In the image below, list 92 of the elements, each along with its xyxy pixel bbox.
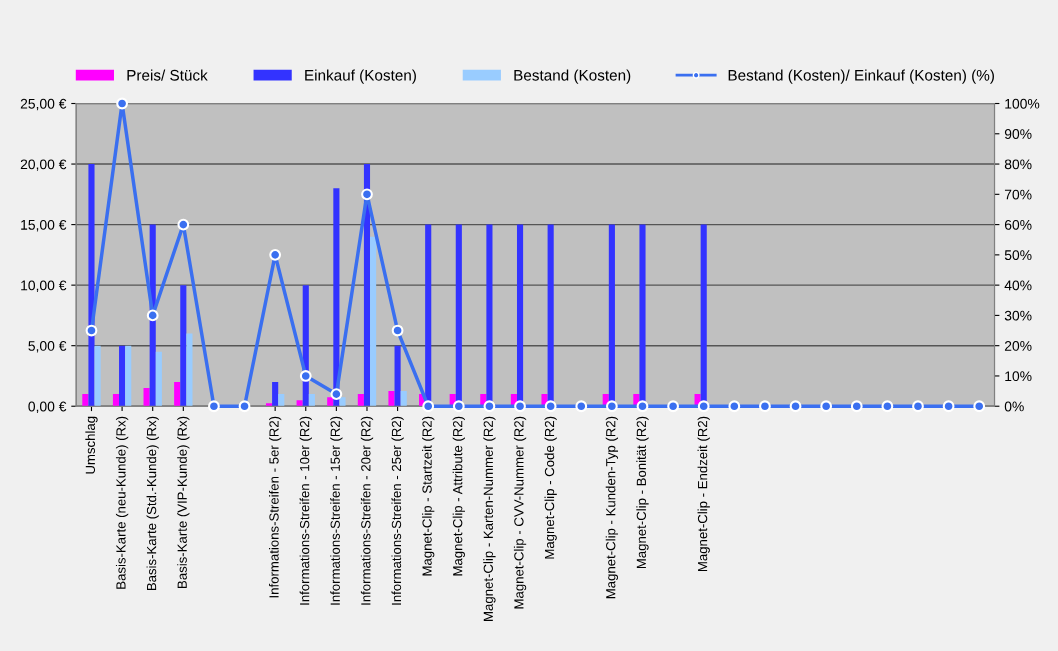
legend-label: Bestand (Kosten)/ Einkauf (Kosten) (%) <box>728 69 994 84</box>
bar <box>174 382 181 407</box>
point <box>575 400 588 413</box>
y2-tick-label: 40% <box>1004 280 1032 291</box>
x-tick-label: Magnet-Clip - Endzeit (R2) <box>697 416 710 572</box>
y-tick-label: 10,00 € <box>21 280 67 292</box>
point <box>299 370 312 382</box>
point <box>85 324 98 337</box>
bar <box>278 394 285 407</box>
y-tick-label: 15,00 € <box>21 219 67 232</box>
point <box>116 97 128 110</box>
bar <box>94 345 101 407</box>
point <box>452 400 465 413</box>
legend-label: Einkauf (Kosten) <box>305 69 416 84</box>
bar <box>143 388 150 407</box>
y-tick-label: 25,00 € <box>20 98 67 111</box>
bar <box>265 403 273 407</box>
bar <box>155 351 162 407</box>
y2-tick-label: 80% <box>1004 159 1032 170</box>
bar <box>394 345 401 407</box>
x-tick-label: Informations-Streifen - 20er (R2) <box>360 416 374 605</box>
point <box>361 188 373 201</box>
point <box>850 400 863 413</box>
point <box>238 400 251 413</box>
point <box>973 400 986 413</box>
legend-label: Preis/ Stück <box>127 69 208 81</box>
point <box>391 324 404 337</box>
point <box>269 248 282 261</box>
bar <box>125 345 132 407</box>
bar <box>327 397 334 407</box>
legend-label: Bestand (Kosten) <box>514 69 631 84</box>
y-tick-label: 0,00 € <box>28 401 67 414</box>
y2-tick-label: 70% <box>1004 189 1032 200</box>
point <box>759 400 771 413</box>
bar <box>186 333 193 407</box>
x-tick-label: Basis-Karte (Std.-Kunde) (Rx) <box>146 416 159 591</box>
point <box>667 400 679 413</box>
point <box>605 400 618 413</box>
bar <box>82 394 89 407</box>
x-tick-label: Umschlag <box>85 416 98 474</box>
y2-tick-label: 50% <box>1004 250 1032 261</box>
bar <box>339 397 346 407</box>
y2-tick-label: 10% <box>1005 371 1032 382</box>
x-tick-label: Informations-Streifen - 10er (R2) <box>299 416 312 605</box>
x-tick-label: Basis-Karte (neu-Kunde) (Rx) <box>115 416 129 589</box>
x-tick-label: Magnet-Clip - Bonität (R2) <box>636 416 649 569</box>
x-tick-label: Basis-Karte (VIP-Kunde) (Rx) <box>177 416 190 588</box>
x-tick-label: Magnet-Clip - Code (R2) <box>544 416 557 559</box>
point <box>820 400 833 413</box>
bar <box>333 188 340 407</box>
x-tick-label: Informations-Streifen - 25er (R2) <box>391 416 404 605</box>
y2-tick-label: 0% <box>1004 401 1024 412</box>
x-tick-label: Informations-Streifen - 15er (R2) <box>330 416 343 605</box>
point <box>912 400 924 413</box>
point <box>728 400 741 413</box>
y2-tick-label: 100% <box>1005 98 1040 109</box>
bar <box>88 164 95 407</box>
point <box>881 400 894 413</box>
y-tick-label: 20,00 € <box>20 159 67 171</box>
point <box>422 400 435 413</box>
point <box>544 400 557 413</box>
bar <box>357 394 364 407</box>
x-tick-label: Magnet-Clip - Kunden-Typ (R2) <box>605 416 619 599</box>
point <box>177 218 190 231</box>
x-tick-label: Magnet-Clip - Attribute (R2) <box>452 416 465 576</box>
x-tick-label: Magnet-Clip - Startzeit (R2) <box>422 416 435 576</box>
y2-tick-label: 60% <box>1004 219 1032 230</box>
point <box>208 400 220 413</box>
point <box>942 400 955 413</box>
x-tick-label: Informations-Streifen - 5er (R2) <box>269 416 282 598</box>
point <box>514 400 526 413</box>
y-tick-label: 5,00 € <box>28 341 67 353</box>
bar <box>296 400 303 407</box>
point <box>789 400 802 413</box>
bar <box>308 394 315 407</box>
bar <box>112 394 120 407</box>
y2-tick-label: 30% <box>1004 310 1032 321</box>
bar <box>388 391 395 407</box>
bar <box>370 236 377 407</box>
bar <box>119 345 126 407</box>
bar <box>272 382 279 407</box>
point <box>636 400 649 413</box>
y2-tick-label: 20% <box>1004 341 1032 351</box>
point <box>146 309 159 322</box>
point <box>330 388 343 401</box>
bar <box>400 391 407 407</box>
y2-tick-label: 90% <box>1004 129 1032 139</box>
x-tick-label: Magnet-Clip - Karten-Nummer (R2) <box>483 416 496 621</box>
bar <box>180 285 187 407</box>
point <box>483 400 496 413</box>
x-tick-label: Magnet-Clip - CVV-Nummer (R2) <box>513 416 527 609</box>
point <box>697 400 710 413</box>
